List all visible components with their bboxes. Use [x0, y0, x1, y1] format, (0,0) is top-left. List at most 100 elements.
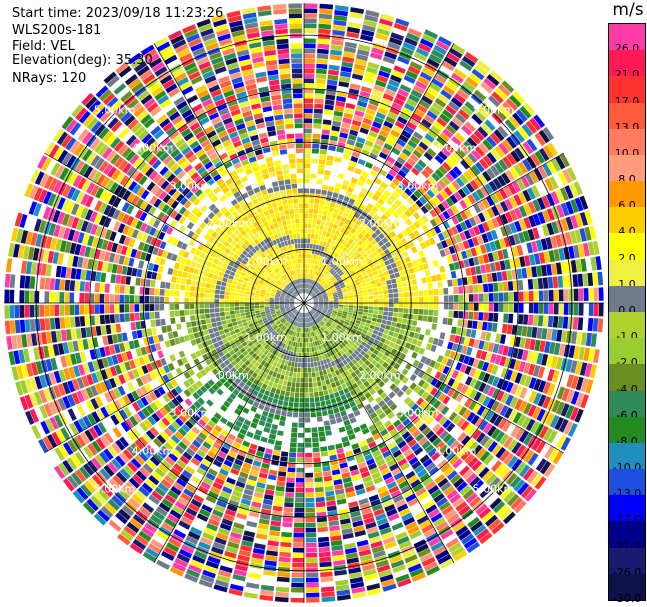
range-gate: [329, 393, 335, 399]
range-gate: [304, 8, 318, 14]
range-gate: [273, 449, 281, 456]
range-gate: [286, 386, 291, 392]
range-gate: [514, 500, 527, 514]
range-gate: [341, 383, 347, 390]
range-gate: [353, 375, 360, 382]
range-gate: [380, 181, 389, 190]
range-gate: [455, 327, 462, 335]
range-gate: [468, 303, 474, 311]
range-gate: [340, 518, 351, 525]
range-gate: [354, 230, 360, 237]
range-gate: [464, 101, 477, 113]
range-gate: [567, 423, 578, 438]
range-gate: [337, 331, 343, 336]
range-gate: [415, 433, 425, 442]
range-gate: [136, 330, 143, 339]
range-gate: [340, 284, 346, 289]
range-gate: [284, 497, 294, 503]
range-gate: [488, 303, 494, 312]
range-gate: [555, 155, 566, 170]
range-gate: [200, 319, 207, 325]
range-gate: [313, 275, 316, 281]
range-gate: [460, 384, 469, 395]
range-gate: [322, 310, 327, 313]
range-gate: [393, 65, 406, 74]
range-gate: [375, 559, 389, 568]
range-gate: [453, 261, 460, 270]
range-gate: [392, 317, 398, 322]
range-gate: [312, 294, 317, 298]
range-gate: [135, 277, 141, 286]
range-gate: [531, 266, 538, 278]
range-gate: [150, 279, 156, 288]
range-gate: [309, 291, 314, 296]
range-gate: [496, 175, 507, 187]
range-gate: [471, 164, 481, 176]
range-gate: [301, 312, 303, 318]
range-gate: [408, 267, 415, 274]
range-gate: [216, 280, 222, 286]
range-gate: [425, 430, 435, 440]
range-gate: [304, 357, 308, 363]
range-gate: [583, 347, 590, 362]
range-gate: [579, 228, 587, 242]
range-gate: [110, 324, 117, 334]
range-gate: [353, 409, 361, 417]
range-gate: [458, 354, 466, 363]
range-gate: [495, 215, 504, 227]
range-gate: [566, 167, 577, 181]
range-gate: [317, 323, 322, 328]
range-gate: [324, 480, 333, 487]
range-gate: [313, 305, 319, 307]
range-gate: [384, 504, 396, 513]
range-gate: [312, 133, 321, 139]
range-gate: [354, 110, 365, 118]
range-gate: [190, 280, 197, 286]
range-gate: [392, 283, 398, 289]
range-gate: [412, 131, 423, 141]
range-gate: [347, 374, 353, 381]
range-gate: [384, 88, 396, 97]
range-gate: [364, 359, 371, 366]
range-gate: [390, 32, 404, 41]
range-gate: [323, 296, 328, 299]
range-gate: [439, 265, 446, 273]
range-gate: [342, 440, 351, 448]
range-gate: [350, 581, 365, 589]
range-gate: [314, 482, 324, 488]
range-gate: [357, 327, 363, 332]
range-gate: [298, 312, 301, 317]
range-gate: [318, 301, 324, 303]
range-gate: [397, 373, 405, 381]
range-gate: [356, 379, 363, 387]
range-gate: [264, 297, 270, 300]
range-gate: [517, 280, 524, 291]
range-gate: [223, 513, 235, 522]
range-gate: [313, 331, 317, 336]
range-gate: [456, 88, 469, 100]
range-gate: [556, 329, 563, 342]
range-gate: [467, 357, 475, 367]
range-gate: [19, 275, 26, 289]
range-gate: [318, 13, 333, 20]
range-gate: [467, 238, 475, 248]
range-gate: [392, 177, 401, 186]
range-gate: [255, 293, 260, 296]
range-gate: [456, 372, 464, 382]
range-gate: [448, 101, 460, 112]
range-gate: [330, 287, 336, 291]
range-gate: [342, 246, 348, 253]
range-gate: [280, 353, 285, 359]
range-gate: [314, 391, 319, 397]
range-gate: [39, 277, 46, 290]
range-gate: [428, 53, 442, 64]
range-gate: [254, 295, 260, 299]
range-gate: [527, 201, 537, 214]
range-gate: [327, 211, 333, 218]
range-gate: [437, 281, 443, 288]
range-gate: [370, 428, 379, 436]
range-gate: [408, 232, 416, 240]
range-gate: [437, 477, 449, 488]
range-gate: [381, 578, 395, 587]
range-gate: [489, 413, 499, 424]
